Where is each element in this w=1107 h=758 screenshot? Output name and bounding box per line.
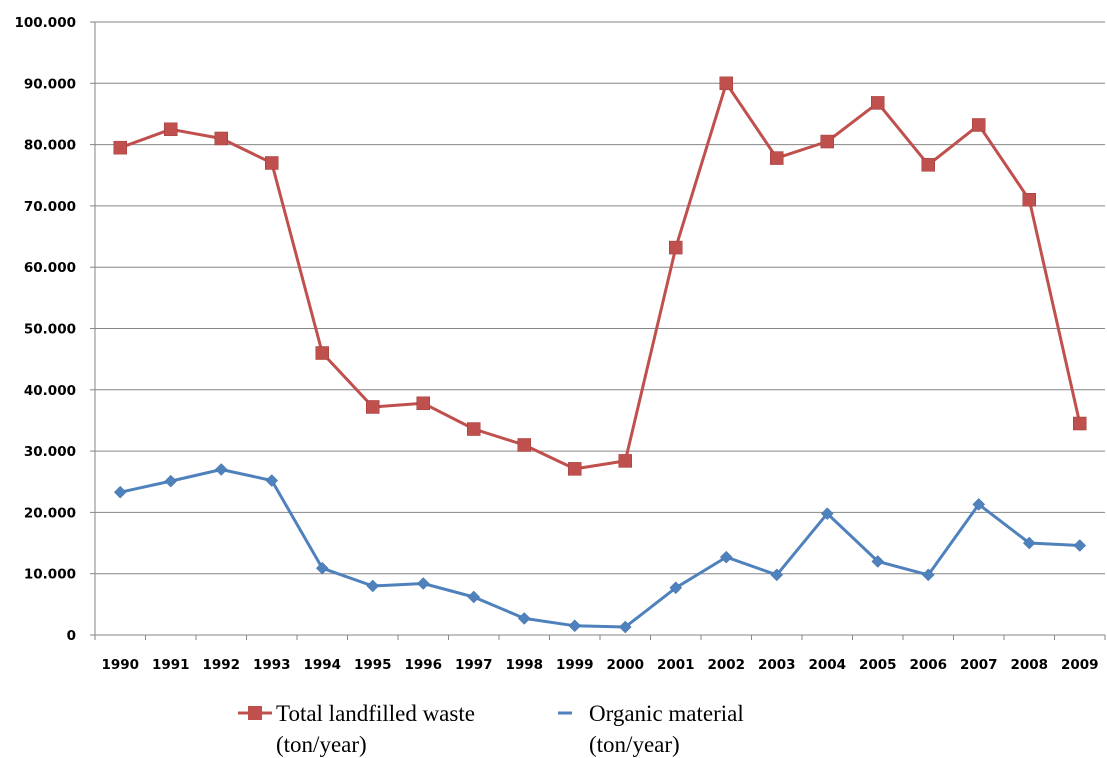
data-point-diamond [214,463,228,476]
legend-label-organic-line2: (ton/year) [589,732,680,757]
data-point-diamond [1073,539,1087,552]
data-point-square [366,400,380,414]
data-point-diamond [315,561,329,575]
data-point-diamond [568,619,582,633]
x-tick-label: 2002 [707,657,745,673]
data-point-diamond [871,555,885,568]
data-point-square [568,462,582,476]
data-point-diamond [416,577,430,590]
series-line-0 [119,81,1082,471]
x-tick-label: 2000 [606,657,644,673]
x-tick-label: 1998 [505,657,543,673]
data-point-square [618,454,632,468]
legend-item-total-landfilled-waste: Total landfilled waste (ton/year) [238,701,475,757]
series-line-1 [119,468,1080,629]
data-point-diamond [366,579,380,593]
x-tick-label: 1994 [303,657,341,673]
data-point-square [315,346,329,360]
legend-label-organic-line1: Organic material [589,701,744,726]
legend-marker-square [248,706,262,720]
x-tick-label: 2005 [859,657,897,673]
y-tick-label: 60.000 [24,260,76,276]
x-tick-label: 1993 [253,657,291,673]
data-point-square [113,140,127,155]
series-markers [113,76,1087,634]
legend-item-organic-material: Organic material (ton/year) [558,701,744,757]
x-tick-label: 1990 [101,657,139,673]
data-point-square [820,134,834,149]
data-point-diamond [669,581,683,595]
x-tick-label: 2004 [808,657,846,673]
x-tick-label: 1991 [152,657,190,673]
x-axis-ticks: 1990 1991 1992 1993 1994 1995 1996 1997 1998 1999… [101,657,1098,673]
x-tick-label: 2001 [657,657,695,673]
data-point-diamond [618,620,632,634]
data-point-diamond [164,474,178,488]
data-point-diamond [113,485,127,499]
data-point-square [265,156,279,170]
legend: Total landfilled waste (ton/year) Organi… [238,701,744,757]
legend-label-total-line2: (ton/year) [276,732,367,757]
data-point-diamond [719,550,733,564]
data-point-diamond [1022,536,1036,550]
data-point-square [1022,193,1036,207]
gridlines [95,21,1105,575]
y-tick-label: 0 [67,628,76,644]
x-tick-label: 2007 [960,657,998,673]
axes [90,21,1106,640]
y-tick-label: 10.000 [24,567,76,583]
data-point-square [770,151,784,165]
y-tick-label: 40.000 [24,383,76,399]
data-point-diamond [265,474,279,487]
series-lines [119,81,1082,629]
data-point-square [517,438,531,452]
data-point-diamond [517,612,531,625]
data-point-square [416,396,430,411]
data-point-square [871,96,885,110]
x-tick-label: 1997 [455,657,493,673]
data-point-square [467,422,481,436]
data-point-diamond [770,568,784,582]
x-tick-label: 2006 [909,657,947,673]
x-tick-label: 2008 [1010,657,1048,673]
y-tick-label: 50.000 [24,322,76,338]
data-point-square [214,131,228,146]
x-tick-label: 1999 [556,657,594,673]
x-tick-label: 1995 [354,657,392,673]
data-point-diamond [972,498,986,511]
y-tick-label: 30.000 [24,444,76,460]
y-axis-ticks: 0 10.000 20.000 30.000 40.000 50.000 60.000 70.… [15,15,77,644]
y-tick-label: 20.000 [24,505,76,521]
data-point-square [972,118,986,132]
data-point-diamond [820,507,834,520]
y-tick-label: 90.000 [24,76,76,92]
data-point-diamond [467,590,481,604]
y-tick-label: 100.000 [15,15,77,31]
data-point-square [1073,416,1087,431]
x-tick-label: 1992 [202,657,240,673]
data-point-square [669,240,683,255]
data-point-square [921,158,935,172]
legend-label-total-line1: Total landfilled waste [276,701,475,726]
x-tick-label: 2003 [758,657,796,673]
x-tick-label: 2009 [1061,657,1099,673]
data-point-diamond [921,568,935,582]
x-tick-label: 1996 [404,657,442,673]
data-point-square [164,122,178,137]
data-point-square [719,76,733,91]
y-tick-label: 80.000 [24,138,76,154]
y-tick-label: 70.000 [24,199,76,215]
